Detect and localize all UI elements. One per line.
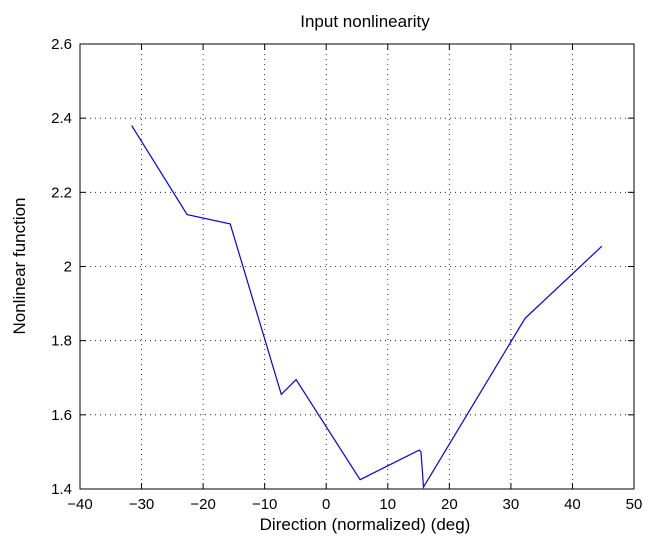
grid — [80, 44, 634, 489]
y-tick-label: 2 — [64, 259, 72, 276]
y-tick-label: 1.6 — [51, 407, 72, 424]
y-tick-label: 1.8 — [51, 333, 72, 350]
x-tick-label: 50 — [626, 496, 643, 513]
y-tick-label: 1.4 — [51, 481, 72, 498]
series-line — [131, 125, 603, 490]
x-axis-label: Direction (normalized) (deg) — [260, 515, 471, 534]
x-tick-label: 40 — [564, 496, 581, 513]
x-tick-label: −10 — [252, 496, 277, 513]
y-tick-label: 2.4 — [51, 110, 72, 127]
x-tick-label: 10 — [379, 496, 396, 513]
x-tick-label: 0 — [322, 496, 330, 513]
ticks: −40 −30 −20 −10 0 10 20 30 40 50 1.4 1.6 1.8 2 2.2 2.4 2… — [51, 36, 642, 513]
x-tick-label: 20 — [441, 496, 458, 513]
chart-title: Input nonlinearity — [300, 12, 430, 31]
x-tick-label: 30 — [503, 496, 520, 513]
x-tick-label: −30 — [129, 496, 154, 513]
series-layer — [131, 125, 603, 490]
x-tick-label: −40 — [67, 496, 92, 513]
y-axis-label: Nonlinear function — [10, 197, 29, 334]
x-tick-label: −20 — [190, 496, 215, 513]
y-tick-label: 2.2 — [51, 184, 72, 201]
y-tick-label: 2.6 — [51, 36, 72, 53]
